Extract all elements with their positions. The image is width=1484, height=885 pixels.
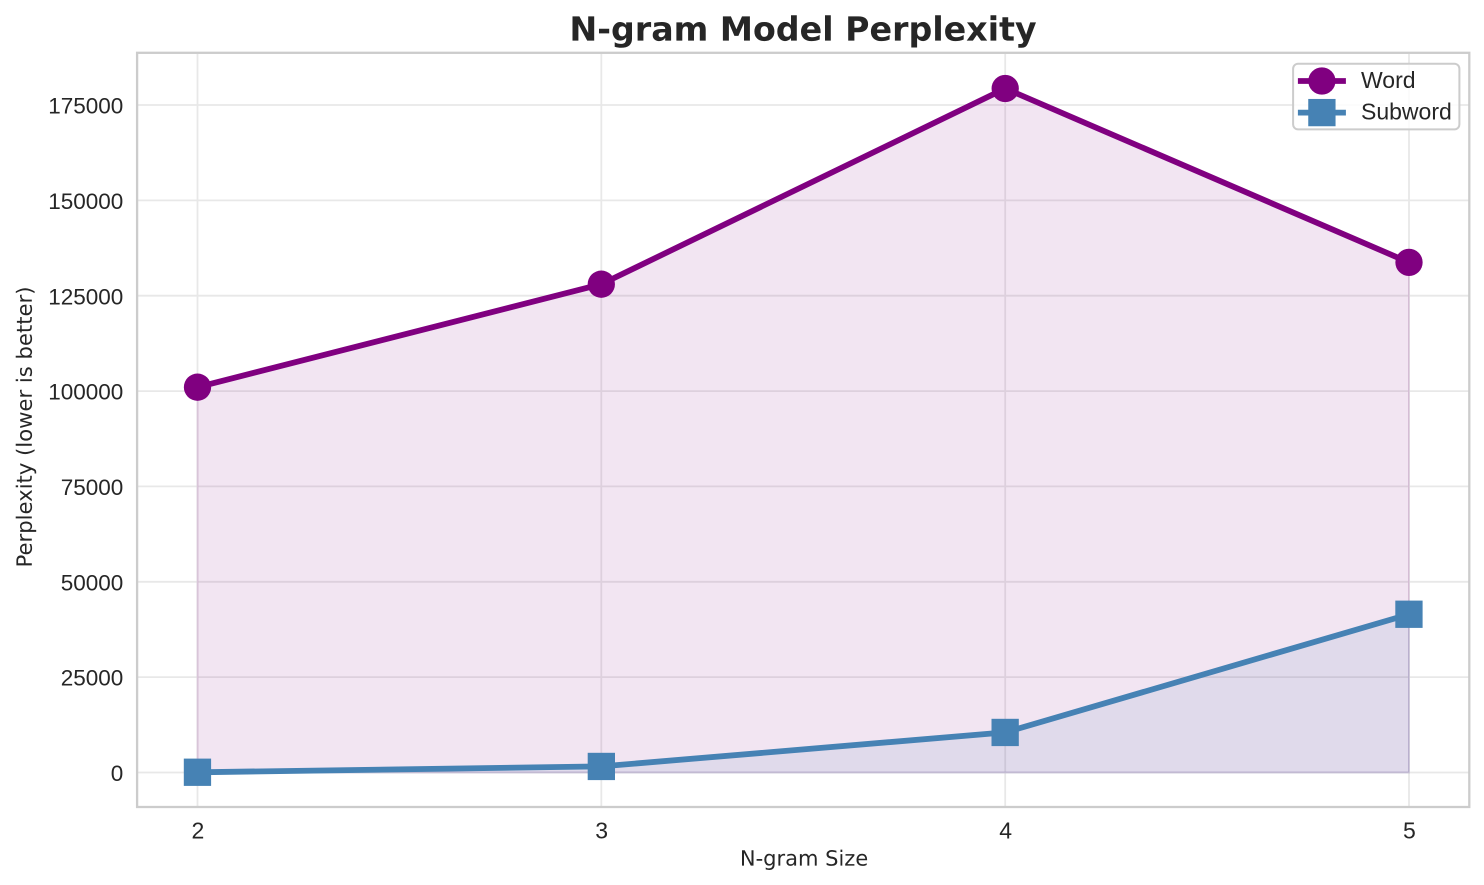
- svg-text:0: 0: [111, 761, 124, 786]
- svg-text:2: 2: [192, 818, 205, 844]
- svg-text:100000: 100000: [48, 380, 123, 405]
- svg-text:Word: Word: [1361, 67, 1416, 93]
- svg-text:Subword: Subword: [1361, 99, 1452, 125]
- svg-text:175000: 175000: [48, 94, 123, 119]
- svg-text:4: 4: [999, 818, 1012, 844]
- svg-text:5: 5: [1403, 818, 1416, 844]
- svg-text:150000: 150000: [48, 189, 123, 214]
- svg-text:50000: 50000: [61, 570, 124, 595]
- svg-text:3: 3: [595, 818, 608, 844]
- svg-text:25000: 25000: [61, 666, 124, 691]
- svg-text:125000: 125000: [48, 284, 123, 309]
- svg-text:75000: 75000: [61, 475, 124, 500]
